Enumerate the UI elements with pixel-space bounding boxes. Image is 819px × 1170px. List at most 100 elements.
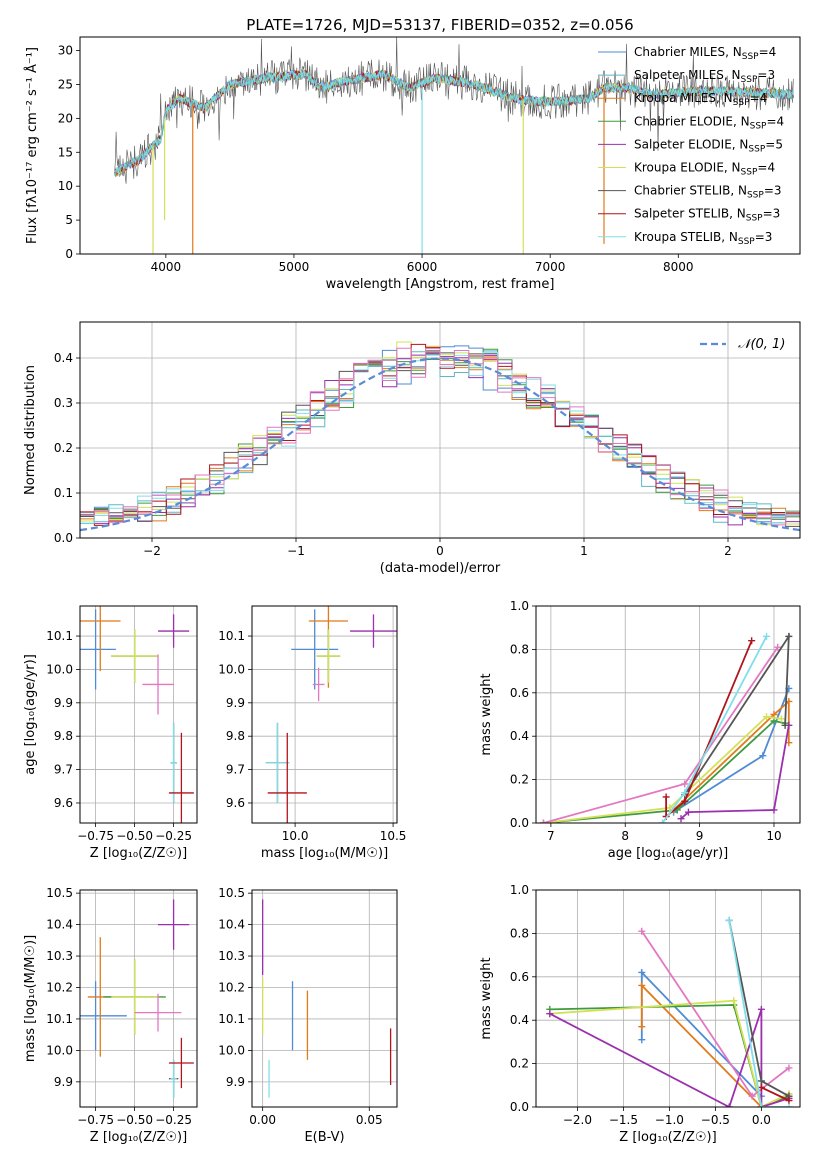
weight-line bbox=[543, 715, 782, 823]
y-axis-label: Flux [fλ10⁻¹⁷ erg cm⁻² s⁻¹ Å⁻¹] bbox=[24, 47, 40, 244]
y-tick-label: 0.2 bbox=[510, 773, 529, 787]
weight-line bbox=[543, 720, 786, 823]
x-axis-label: mass [log₁₀(M/M☉)] bbox=[261, 846, 388, 861]
x-axis-label: Z [log₁₀(Z/Z☉)] bbox=[90, 846, 187, 861]
errorbar-panel: 10.0 10.5 9.6 9.7 9.8 9.9 10.0 10.1 mass [log₁₀(… bbox=[218, 605, 407, 861]
weight-marker bbox=[658, 819, 666, 823]
y-tick-label: 0.4 bbox=[54, 351, 73, 365]
legend-entry: Salpeter STELIB, NSSP=3 bbox=[634, 207, 780, 224]
x-axis-label: Z [log₁₀(Z/Z☉)] bbox=[90, 1130, 187, 1145]
y-tick-label: 0.0 bbox=[510, 1100, 529, 1114]
axes-frame bbox=[79, 36, 801, 255]
weight-marker bbox=[666, 804, 674, 812]
y-tick-label: 10.0 bbox=[46, 662, 73, 676]
y-axis-label: mass weight bbox=[479, 673, 494, 755]
legend-tail: =3 bbox=[755, 230, 773, 244]
y-tick-label: 10 bbox=[58, 179, 73, 193]
chart-title: PLATE=1726, MJD=53137, FIBERID=0352, z=0… bbox=[246, 16, 633, 34]
legend-entry: Kroupa STELIB, NSSP=3 bbox=[634, 230, 772, 247]
y-tick-label: 9.8 bbox=[226, 729, 245, 743]
y-tick-label: 1.0 bbox=[510, 599, 529, 613]
legend-entry: Chabrier ELODIE, NSSP=4 bbox=[634, 114, 784, 131]
y-tick-label: 0.0 bbox=[54, 531, 73, 545]
x-tick-label: 2 bbox=[724, 544, 732, 558]
y-tick-label: 10.3 bbox=[218, 949, 245, 963]
x-tick-label: 6000 bbox=[407, 260, 438, 274]
y-tick-label: 15 bbox=[58, 145, 73, 159]
legend-tail: =4 bbox=[757, 161, 775, 175]
weight-marker bbox=[681, 780, 689, 788]
legend-tail: =4 bbox=[759, 45, 777, 59]
weight-marker bbox=[770, 711, 778, 718]
legend-entry: Chabrier MILES, NSSP=4 bbox=[634, 45, 776, 62]
y-tick-label: 10.1 bbox=[218, 629, 245, 643]
x-tick-label: −0.75 bbox=[77, 829, 114, 843]
y-tick-label: 0.1 bbox=[54, 486, 73, 500]
x-tick-label: −1 bbox=[287, 544, 305, 558]
legend-subscript: SSP bbox=[741, 168, 758, 178]
weight-line bbox=[728, 920, 790, 1097]
x-axis-label: E(B-V) bbox=[304, 1130, 344, 1145]
y-tick-label: 9.9 bbox=[226, 696, 245, 710]
x-tick-label: −2.0 bbox=[563, 1113, 592, 1127]
weight-marker bbox=[757, 1103, 765, 1107]
weight-marker bbox=[725, 1103, 733, 1107]
x-tick-label: 5000 bbox=[279, 260, 310, 274]
x-tick-label: −0.50 bbox=[116, 1113, 153, 1127]
y-axis-label: mass [log₁₀(M/M☉)] bbox=[23, 935, 38, 1062]
y-tick-label: 0.6 bbox=[510, 686, 529, 700]
weight-marker bbox=[785, 1103, 793, 1107]
y-tick-label: 9.9 bbox=[54, 1075, 73, 1089]
x-axis-label: (data-model)/error bbox=[380, 561, 501, 576]
y-tick-label: 0.2 bbox=[510, 1057, 529, 1071]
weight-marker bbox=[759, 752, 767, 760]
y-tick-label: 0.8 bbox=[510, 642, 529, 656]
weight-marker bbox=[763, 713, 771, 721]
axes-frame bbox=[535, 605, 801, 824]
y-tick-label: 10.1 bbox=[218, 1012, 245, 1026]
errorbar-panel: −0.75 −0.50 −0.25 9.6 9.7 9.8 9.9 10.0 10.1 Z [lo… bbox=[23, 605, 198, 861]
legend-entry: Chabrier STELIB, NSSP=3 bbox=[634, 184, 782, 201]
legend-tail: =4 bbox=[766, 114, 784, 128]
legend-text: Chabrier MILES, N bbox=[634, 45, 742, 59]
legend-tail: =4 bbox=[750, 91, 768, 105]
y-tick-label: 0.8 bbox=[510, 926, 529, 940]
errorbar-panel: 0.00 0.05 9.9 10.0 10.1 10.2 10.3 10.4 10.5 E(B-V… bbox=[218, 886, 398, 1145]
weight-marker bbox=[770, 717, 778, 725]
legend-text: Salpeter ELODIE, N bbox=[634, 137, 748, 151]
weight-marker bbox=[785, 632, 793, 640]
x-tick-label: −0.5 bbox=[701, 1113, 730, 1127]
histogram-panel: −2 −1 0 1 2 0.0 0.1 0.2 0.3 0.4 (data-model)/error… bbox=[23, 321, 801, 576]
x-axis-label: wavelength [Angstrom, rest frame] bbox=[326, 277, 555, 292]
legend-subscript: SSP bbox=[748, 144, 765, 154]
y-tick-label: 10.1 bbox=[46, 629, 73, 643]
axes-frame bbox=[251, 889, 398, 1108]
weight-marker bbox=[662, 793, 670, 801]
y-tick-label: 10.2 bbox=[46, 980, 73, 994]
weight-marker bbox=[785, 1064, 793, 1072]
y-tick-label: 9.6 bbox=[54, 796, 73, 810]
weight-marker bbox=[684, 808, 692, 816]
x-axis-label: Z [log₁₀(Z/Z☉)] bbox=[619, 1130, 716, 1145]
y-axis-label: mass weight bbox=[479, 957, 494, 1039]
y-tick-label: 0.3 bbox=[54, 396, 73, 410]
weight-line bbox=[680, 725, 790, 820]
x-tick-label: 10.5 bbox=[380, 829, 407, 843]
weight-line bbox=[543, 646, 779, 823]
x-tick-label: −0.75 bbox=[77, 1113, 114, 1127]
mass-weight-panel: −2.0 −1.5 −1.0 −0.5 0.0 0.0 0.2 0.4 0.6 0.8 1.0 Z [… bbox=[479, 883, 801, 1145]
legend-tail: =3 bbox=[757, 68, 775, 82]
mass-weight-panel: 7 8 9 10 0.0 0.2 0.4 0.6 0.8 1.0 age [log₁₀(age/yr… bbox=[479, 599, 801, 861]
legend-text: Chabrier STELIB, N bbox=[634, 184, 747, 198]
y-tick-label: 10.0 bbox=[218, 1043, 245, 1057]
x-tick-label: 1 bbox=[580, 544, 588, 558]
legend-tail: =3 bbox=[764, 184, 782, 198]
x-tick-label: −0.25 bbox=[155, 829, 192, 843]
weight-marker bbox=[781, 721, 789, 729]
weight-marker bbox=[748, 637, 756, 645]
y-tick-label: 9.7 bbox=[54, 763, 73, 777]
weight-marker bbox=[638, 968, 646, 976]
y-tick-label: 9.9 bbox=[226, 1075, 245, 1089]
legend-text: Kroupa MILES, N bbox=[634, 91, 733, 105]
x-tick-label: 0.05 bbox=[356, 1113, 383, 1127]
